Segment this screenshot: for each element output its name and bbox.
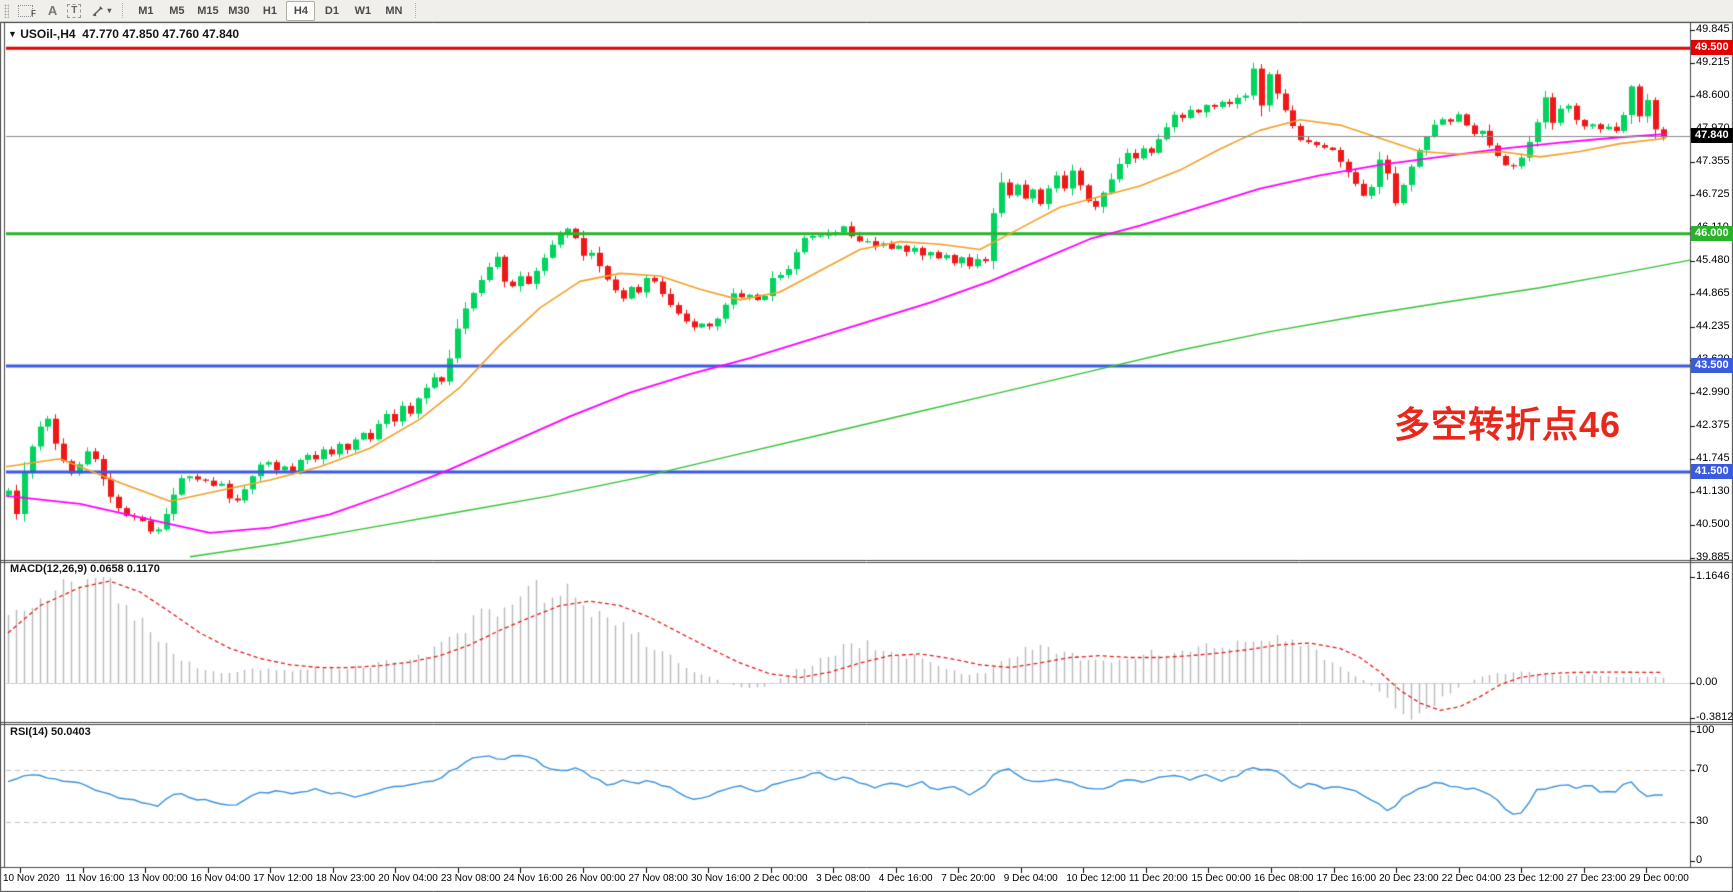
price-axis-tick-label: 39.885 xyxy=(1696,550,1730,563)
price-axis-tick-label: 41.130 xyxy=(1696,484,1730,497)
rsi-axis-tick-label: 100 xyxy=(1696,724,1715,736)
date-axis-label: 23 Dec 12:00 xyxy=(1504,873,1564,884)
arrows-icon xyxy=(92,5,104,16)
date-axis-label: 4 Dec 16:00 xyxy=(878,873,933,884)
timeframe-button-m1[interactable]: M1 xyxy=(138,4,154,17)
date-axis-label: 10 Dec 12:00 xyxy=(1066,873,1126,884)
date-axis-label: 27 Dec 23:00 xyxy=(1566,873,1627,884)
price-axis-tick-label: 41.745 xyxy=(1696,452,1730,465)
price-axis-tick-label: 42.990 xyxy=(1696,386,1730,399)
current-price-tag: 47.840 xyxy=(1691,128,1733,144)
chart-canvas[interactable] xyxy=(0,22,1733,892)
macd-axis-tick-label: 1.1646 xyxy=(1696,570,1730,583)
toolbar-drag-handle[interactable] xyxy=(4,3,9,18)
toolbar-separator xyxy=(122,3,124,18)
timeframe-button-h1[interactable]: H1 xyxy=(262,4,277,17)
date-axis-label: 13 Nov 00:00 xyxy=(128,873,188,884)
timeframe-button-mn[interactable]: MN xyxy=(385,4,403,17)
timeframe-button-m30[interactable]: M30 xyxy=(228,4,250,17)
price-axis-tick-label: 45.480 xyxy=(1696,254,1730,267)
toolbar: F A T ▾ M1 M5 M15 M30 H1 H4 D1 W1 MN xyxy=(0,0,1733,22)
date-axis-label: 16 Dec 08:00 xyxy=(1254,873,1314,884)
price-level-tag-41.500: 41.500 xyxy=(1691,464,1733,480)
timeframe-group: M1 M5 M15 M30 H1 H4 D1 W1 MN xyxy=(130,0,409,21)
date-axis-label: 3 Dec 08:00 xyxy=(816,873,871,884)
date-axis-label: 24 Nov 16:00 xyxy=(503,873,563,884)
text-label-glyph: T xyxy=(67,3,82,18)
date-axis-label: 20 Dec 23:00 xyxy=(1379,873,1439,884)
date-axis-label: 29 Dec 00:00 xyxy=(1629,873,1689,884)
price-axis-tick-label: 47.355 xyxy=(1696,154,1730,167)
toolbar-separator xyxy=(415,3,417,18)
date-axis-label: 18 Nov 23:00 xyxy=(315,873,376,884)
date-axis-label: 27 Nov 08:00 xyxy=(628,873,689,884)
price-axis-tick-label: 48.600 xyxy=(1696,88,1730,101)
snap-grid-icon[interactable]: F xyxy=(16,2,40,20)
date-axis-label: 17 Dec 16:00 xyxy=(1316,873,1377,884)
font-tool-label: A xyxy=(47,3,58,18)
dropdown-caret-icon[interactable]: ▾ xyxy=(107,6,112,15)
timeframe-button-h4[interactable]: H4 xyxy=(286,0,316,21)
date-axis-label: 20 Nov 04:00 xyxy=(378,873,438,884)
timeframe-button-m5[interactable]: M5 xyxy=(169,4,185,17)
price-axis-tick-label: 46.725 xyxy=(1696,188,1730,201)
date-axis-label: 2 Dec 00:00 xyxy=(753,873,808,884)
price-level-tag-49.500: 49.500 xyxy=(1691,40,1733,56)
macd-axis-tick-label: -0.3812 xyxy=(1696,710,1733,723)
macd-axis-tick-label: 0.00 xyxy=(1696,676,1718,688)
price-axis-tick-label: 44.865 xyxy=(1696,286,1730,299)
rsi-axis-tick-label: 70 xyxy=(1696,763,1709,775)
price-level-tag-43.500: 43.500 xyxy=(1691,358,1733,374)
price-level-tag-46.000: 46.000 xyxy=(1691,225,1733,241)
font-tool-icon[interactable]: A xyxy=(46,2,59,20)
timeframe-button-m15[interactable]: M15 xyxy=(197,4,219,17)
price-axis-tick-label: 42.375 xyxy=(1696,418,1730,431)
date-axis-label: 26 Nov 00:00 xyxy=(565,873,626,884)
date-axis-label: 15 Dec 00:00 xyxy=(1191,873,1251,884)
date-axis-label: 10 Nov 2020 xyxy=(3,873,60,884)
snap-grid-label: F xyxy=(31,9,36,18)
date-axis-label: 11 Nov 16:00 xyxy=(65,873,125,884)
date-axis-label: 11 Dec 20:00 xyxy=(1128,873,1188,884)
price-axis-tick-label: 49.215 xyxy=(1696,56,1730,69)
date-axis-label: 9 Dec 04:00 xyxy=(1003,873,1058,884)
price-axis-tick-label: 49.845 xyxy=(1696,23,1730,35)
text-label-tool-icon[interactable]: T xyxy=(65,2,83,20)
rsi-axis-tick-label: 30 xyxy=(1696,815,1709,827)
date-axis-label: 17 Nov 12:00 xyxy=(253,873,313,884)
objects-tool-icon[interactable]: ▾ xyxy=(89,2,113,20)
rsi-axis-tick-label: 0 xyxy=(1696,854,1703,866)
timeframe-button-d1[interactable]: D1 xyxy=(324,4,339,17)
price-axis-tick-label: 44.235 xyxy=(1696,320,1730,333)
price-axis-tick-label: 40.500 xyxy=(1696,518,1730,531)
timeframe-button-w1[interactable]: W1 xyxy=(354,4,372,17)
dotted-grid-icon xyxy=(18,4,33,17)
date-axis-label: 16 Nov 04:00 xyxy=(190,873,251,884)
date-axis-label: 23 Nov 08:00 xyxy=(440,873,501,884)
date-axis-label: 30 Nov 16:00 xyxy=(691,873,751,884)
date-axis-label: 22 Dec 04:00 xyxy=(1441,873,1502,884)
date-axis-label: 7 Dec 20:00 xyxy=(941,873,996,884)
